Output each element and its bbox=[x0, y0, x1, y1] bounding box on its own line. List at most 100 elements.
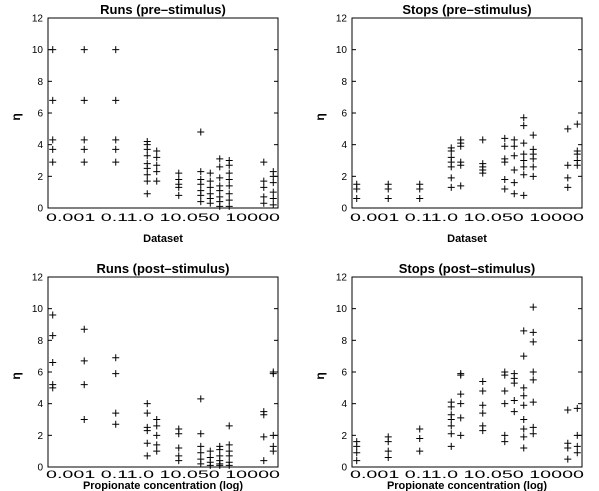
data-point bbox=[49, 158, 57, 166]
data-point bbox=[520, 122, 528, 130]
data-point bbox=[112, 46, 120, 54]
data-point bbox=[269, 188, 277, 196]
data-point bbox=[510, 370, 518, 378]
data-point bbox=[510, 408, 518, 416]
data-point bbox=[175, 452, 183, 460]
x-tick-labels: 0.001 0.11.0 10.050 10000 bbox=[350, 469, 584, 481]
data-point bbox=[225, 157, 233, 164]
data-point bbox=[197, 430, 205, 438]
y-tick-label: 10 bbox=[32, 45, 44, 56]
data-point bbox=[153, 441, 161, 449]
data-point bbox=[112, 145, 120, 153]
data-point bbox=[175, 191, 183, 199]
data-point bbox=[206, 454, 214, 461]
plot-frame bbox=[351, 17, 583, 209]
panel-runs-pre: Runs (pre–stimulus) 0 2 4 6 8 10 12 0.001 0.11… bbox=[9, 2, 280, 245]
data-point bbox=[457, 400, 465, 408]
data-point bbox=[529, 430, 537, 438]
data-point bbox=[49, 332, 57, 340]
data-point bbox=[520, 157, 528, 164]
data-point bbox=[197, 395, 205, 403]
data-point bbox=[206, 190, 214, 198]
plot-frame bbox=[47, 17, 279, 209]
data-point bbox=[416, 435, 424, 442]
y-tick-label: 8 bbox=[37, 336, 43, 347]
data-point bbox=[143, 452, 151, 460]
data-point bbox=[501, 438, 509, 446]
data-point bbox=[216, 163, 224, 171]
data-point bbox=[49, 96, 57, 104]
y-tick-label: 6 bbox=[341, 368, 347, 379]
data-point bbox=[447, 422, 455, 430]
data-point bbox=[457, 414, 465, 422]
y-axis-label: η bbox=[9, 113, 23, 120]
data-point bbox=[112, 420, 120, 428]
data-point bbox=[49, 145, 57, 153]
data-point bbox=[49, 136, 57, 144]
data-point bbox=[447, 144, 455, 152]
data-point bbox=[197, 176, 205, 183]
data-point bbox=[501, 431, 509, 439]
y-axis-label: η bbox=[313, 372, 327, 379]
data-point bbox=[384, 433, 392, 441]
y-tick-label: 12 bbox=[32, 14, 44, 25]
data-point bbox=[260, 158, 268, 166]
data-point bbox=[153, 422, 161, 430]
data-point bbox=[457, 370, 465, 378]
data-point bbox=[501, 400, 509, 408]
data-point bbox=[520, 401, 528, 409]
data-point bbox=[197, 187, 205, 195]
data-point bbox=[225, 196, 233, 204]
data-point bbox=[564, 183, 572, 191]
data-point bbox=[80, 416, 88, 423]
y-tick-label: 12 bbox=[336, 14, 348, 25]
data-point bbox=[225, 441, 233, 449]
data-point bbox=[197, 455, 205, 463]
data-point bbox=[175, 169, 183, 177]
y-tick-label: 4 bbox=[341, 399, 347, 410]
data-point bbox=[520, 114, 528, 122]
data-point bbox=[260, 183, 268, 191]
data-point bbox=[353, 180, 361, 188]
data-point bbox=[510, 179, 518, 187]
data-point bbox=[529, 338, 537, 346]
data-point bbox=[225, 202, 233, 210]
data-point bbox=[143, 171, 151, 179]
data-point bbox=[153, 177, 161, 185]
data-point bbox=[80, 381, 88, 389]
data-point bbox=[353, 449, 361, 457]
data-point bbox=[197, 128, 205, 136]
data-point bbox=[510, 152, 518, 160]
panel-stops-post: Stops (post–stimulus) 0 2 4 6 8 10 12 0.001 0.… bbox=[313, 261, 584, 491]
y-ticks: 0 2 4 6 8 10 12 bbox=[336, 273, 582, 474]
data-point bbox=[384, 180, 392, 188]
x-axis-label: Dataset bbox=[447, 233, 487, 245]
data-point bbox=[447, 398, 455, 406]
y-tick-label: 0 bbox=[341, 204, 347, 215]
data-point bbox=[80, 158, 88, 166]
data-point bbox=[416, 447, 424, 455]
data-point bbox=[112, 96, 120, 104]
data-point bbox=[564, 161, 572, 169]
data-point bbox=[501, 185, 509, 193]
data-point bbox=[143, 409, 151, 417]
y-axis-label: η bbox=[9, 372, 23, 379]
data-point bbox=[197, 442, 205, 450]
data-point bbox=[260, 408, 268, 416]
data-point bbox=[564, 125, 572, 133]
y-tick-label: 10 bbox=[336, 304, 348, 315]
data-point bbox=[260, 457, 268, 465]
x-tick-labels: 0.001 0.11.0 10.050 10000 bbox=[350, 212, 584, 224]
data-marks bbox=[49, 311, 277, 469]
chart-title: Stops (pre–stimulus) bbox=[402, 2, 531, 17]
data-point bbox=[143, 138, 151, 145]
panel-runs-post: Runs (post–stimulus) 0 2 4 6 8 10 12 0.001 0.1… bbox=[9, 261, 280, 491]
data-point bbox=[501, 387, 509, 395]
data-point bbox=[80, 325, 88, 333]
data-point bbox=[206, 169, 214, 177]
y-tick-label: 4 bbox=[37, 140, 43, 151]
data-point bbox=[225, 458, 233, 466]
data-point bbox=[510, 166, 518, 174]
x-axis-label: Propionate concentration (log) bbox=[387, 480, 547, 491]
data-point bbox=[573, 449, 581, 457]
